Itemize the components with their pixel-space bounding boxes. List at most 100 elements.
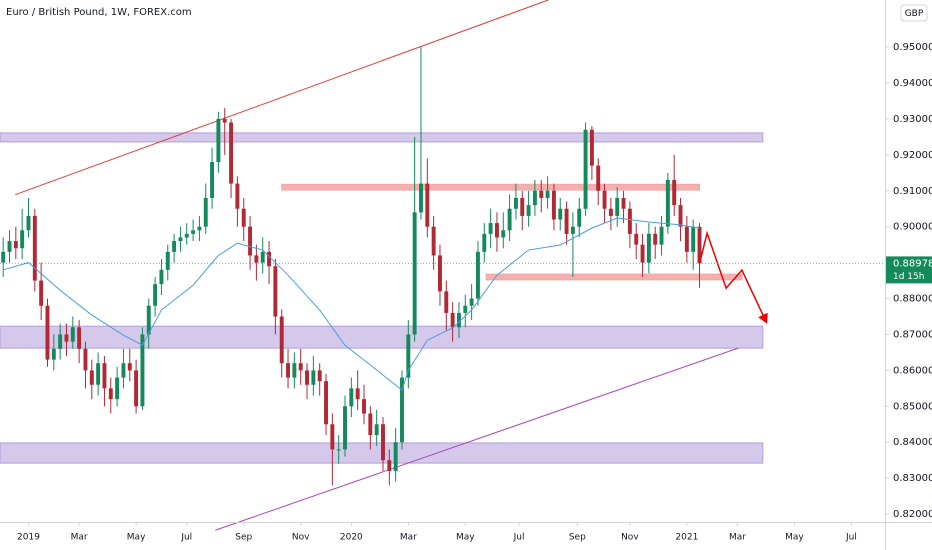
candle-body <box>260 251 265 263</box>
candle-body <box>317 370 322 382</box>
candle-body <box>83 348 88 371</box>
x-tick-label: Jul <box>180 533 192 543</box>
candle-body <box>305 370 309 385</box>
candle-body <box>520 197 525 216</box>
candle-body <box>273 266 278 317</box>
candle-body <box>665 179 670 227</box>
candle-body <box>1 251 6 263</box>
x-tick-label: Jul <box>513 533 525 543</box>
candle-body <box>450 312 455 328</box>
candle-body <box>235 183 240 209</box>
candle-body <box>640 244 645 263</box>
candle-body <box>77 327 82 349</box>
candle-body <box>444 291 449 313</box>
candle-body <box>501 230 506 238</box>
candle-body <box>488 223 493 234</box>
candle-body <box>324 381 328 425</box>
candle-body <box>203 197 208 227</box>
candle-body <box>577 208 582 227</box>
candle-body <box>13 241 18 249</box>
candle-body <box>634 233 639 245</box>
countdown-label: 1d 15h <box>893 272 924 282</box>
candle-body <box>191 230 196 234</box>
candle-body <box>653 233 658 245</box>
candle-body <box>526 205 531 216</box>
candle-body <box>551 190 556 220</box>
candle-body <box>311 370 316 385</box>
candle-body <box>570 226 575 234</box>
candle-body <box>374 424 379 436</box>
projection-path <box>698 230 767 321</box>
candle-body <box>419 183 423 213</box>
candle-body <box>254 255 259 263</box>
candle-body <box>678 205 683 227</box>
candle-body <box>140 334 145 407</box>
candle-body <box>51 348 56 360</box>
candle-body <box>197 226 202 231</box>
y-tick-label: 0.84000 <box>893 437 932 448</box>
candle-body <box>381 424 385 461</box>
candle-body <box>475 251 480 299</box>
candle-body <box>330 424 335 450</box>
candle-body <box>184 233 189 238</box>
level <box>281 183 701 191</box>
candle-body <box>286 363 290 378</box>
candle-body <box>362 399 366 414</box>
x-tick-label: Jul <box>845 533 857 543</box>
last-price-badge <box>886 256 932 284</box>
candle-body <box>539 190 544 198</box>
candle-body <box>393 442 398 471</box>
candle-body <box>20 230 25 249</box>
candle-body <box>298 363 303 371</box>
candle-body <box>627 208 632 234</box>
candle-body <box>412 212 417 335</box>
candle-body <box>172 241 177 252</box>
x-tick-label: Nov <box>292 533 310 543</box>
candle-body <box>659 226 664 245</box>
candle-body <box>134 370 139 407</box>
candle-body <box>279 316 284 364</box>
x-tick-label: May <box>785 533 804 543</box>
candle-body <box>108 388 113 400</box>
plot-area <box>0 0 885 531</box>
candle-body <box>596 165 601 191</box>
candle-body <box>646 233 651 263</box>
candle-body <box>482 233 487 252</box>
candle-body <box>26 215 31 231</box>
candle-body <box>248 226 253 256</box>
candle-body <box>96 363 101 385</box>
candle-body <box>469 298 474 306</box>
candle-body <box>153 284 158 306</box>
y-tick-label: 0.88000 <box>893 294 932 305</box>
x-tick-label: 2020 <box>340 533 363 543</box>
candle-body <box>70 327 75 342</box>
currency-label: GBP <box>905 9 924 19</box>
candle-body <box>355 388 360 400</box>
y-tick-label: 0.91000 <box>893 186 932 197</box>
x-tick-label: Sep <box>235 533 252 543</box>
candle-body <box>292 363 297 378</box>
x-tick-label: Nov <box>621 533 639 543</box>
candle-body <box>697 226 702 264</box>
candle-body <box>438 255 442 292</box>
candle-body <box>267 251 272 267</box>
y-tick-label: 0.83000 <box>893 473 932 484</box>
candle-body <box>241 208 246 227</box>
candle-body <box>229 122 234 184</box>
candle-body <box>146 305 151 335</box>
candle-body <box>400 377 404 443</box>
trendline <box>215 347 739 531</box>
candle-body <box>343 406 347 450</box>
y-tick-label: 0.94000 <box>893 78 932 89</box>
x-tick-label: May <box>456 533 475 543</box>
candle-body <box>532 190 537 206</box>
candle-body <box>102 363 107 389</box>
y-tick-label: 0.87000 <box>893 329 932 340</box>
x-tick-label: 2021 <box>675 533 698 543</box>
currency-badge[interactable] <box>900 4 928 22</box>
candle-body <box>178 237 183 242</box>
y-tick-label: 0.95000 <box>893 42 932 53</box>
candle-body <box>507 208 512 231</box>
